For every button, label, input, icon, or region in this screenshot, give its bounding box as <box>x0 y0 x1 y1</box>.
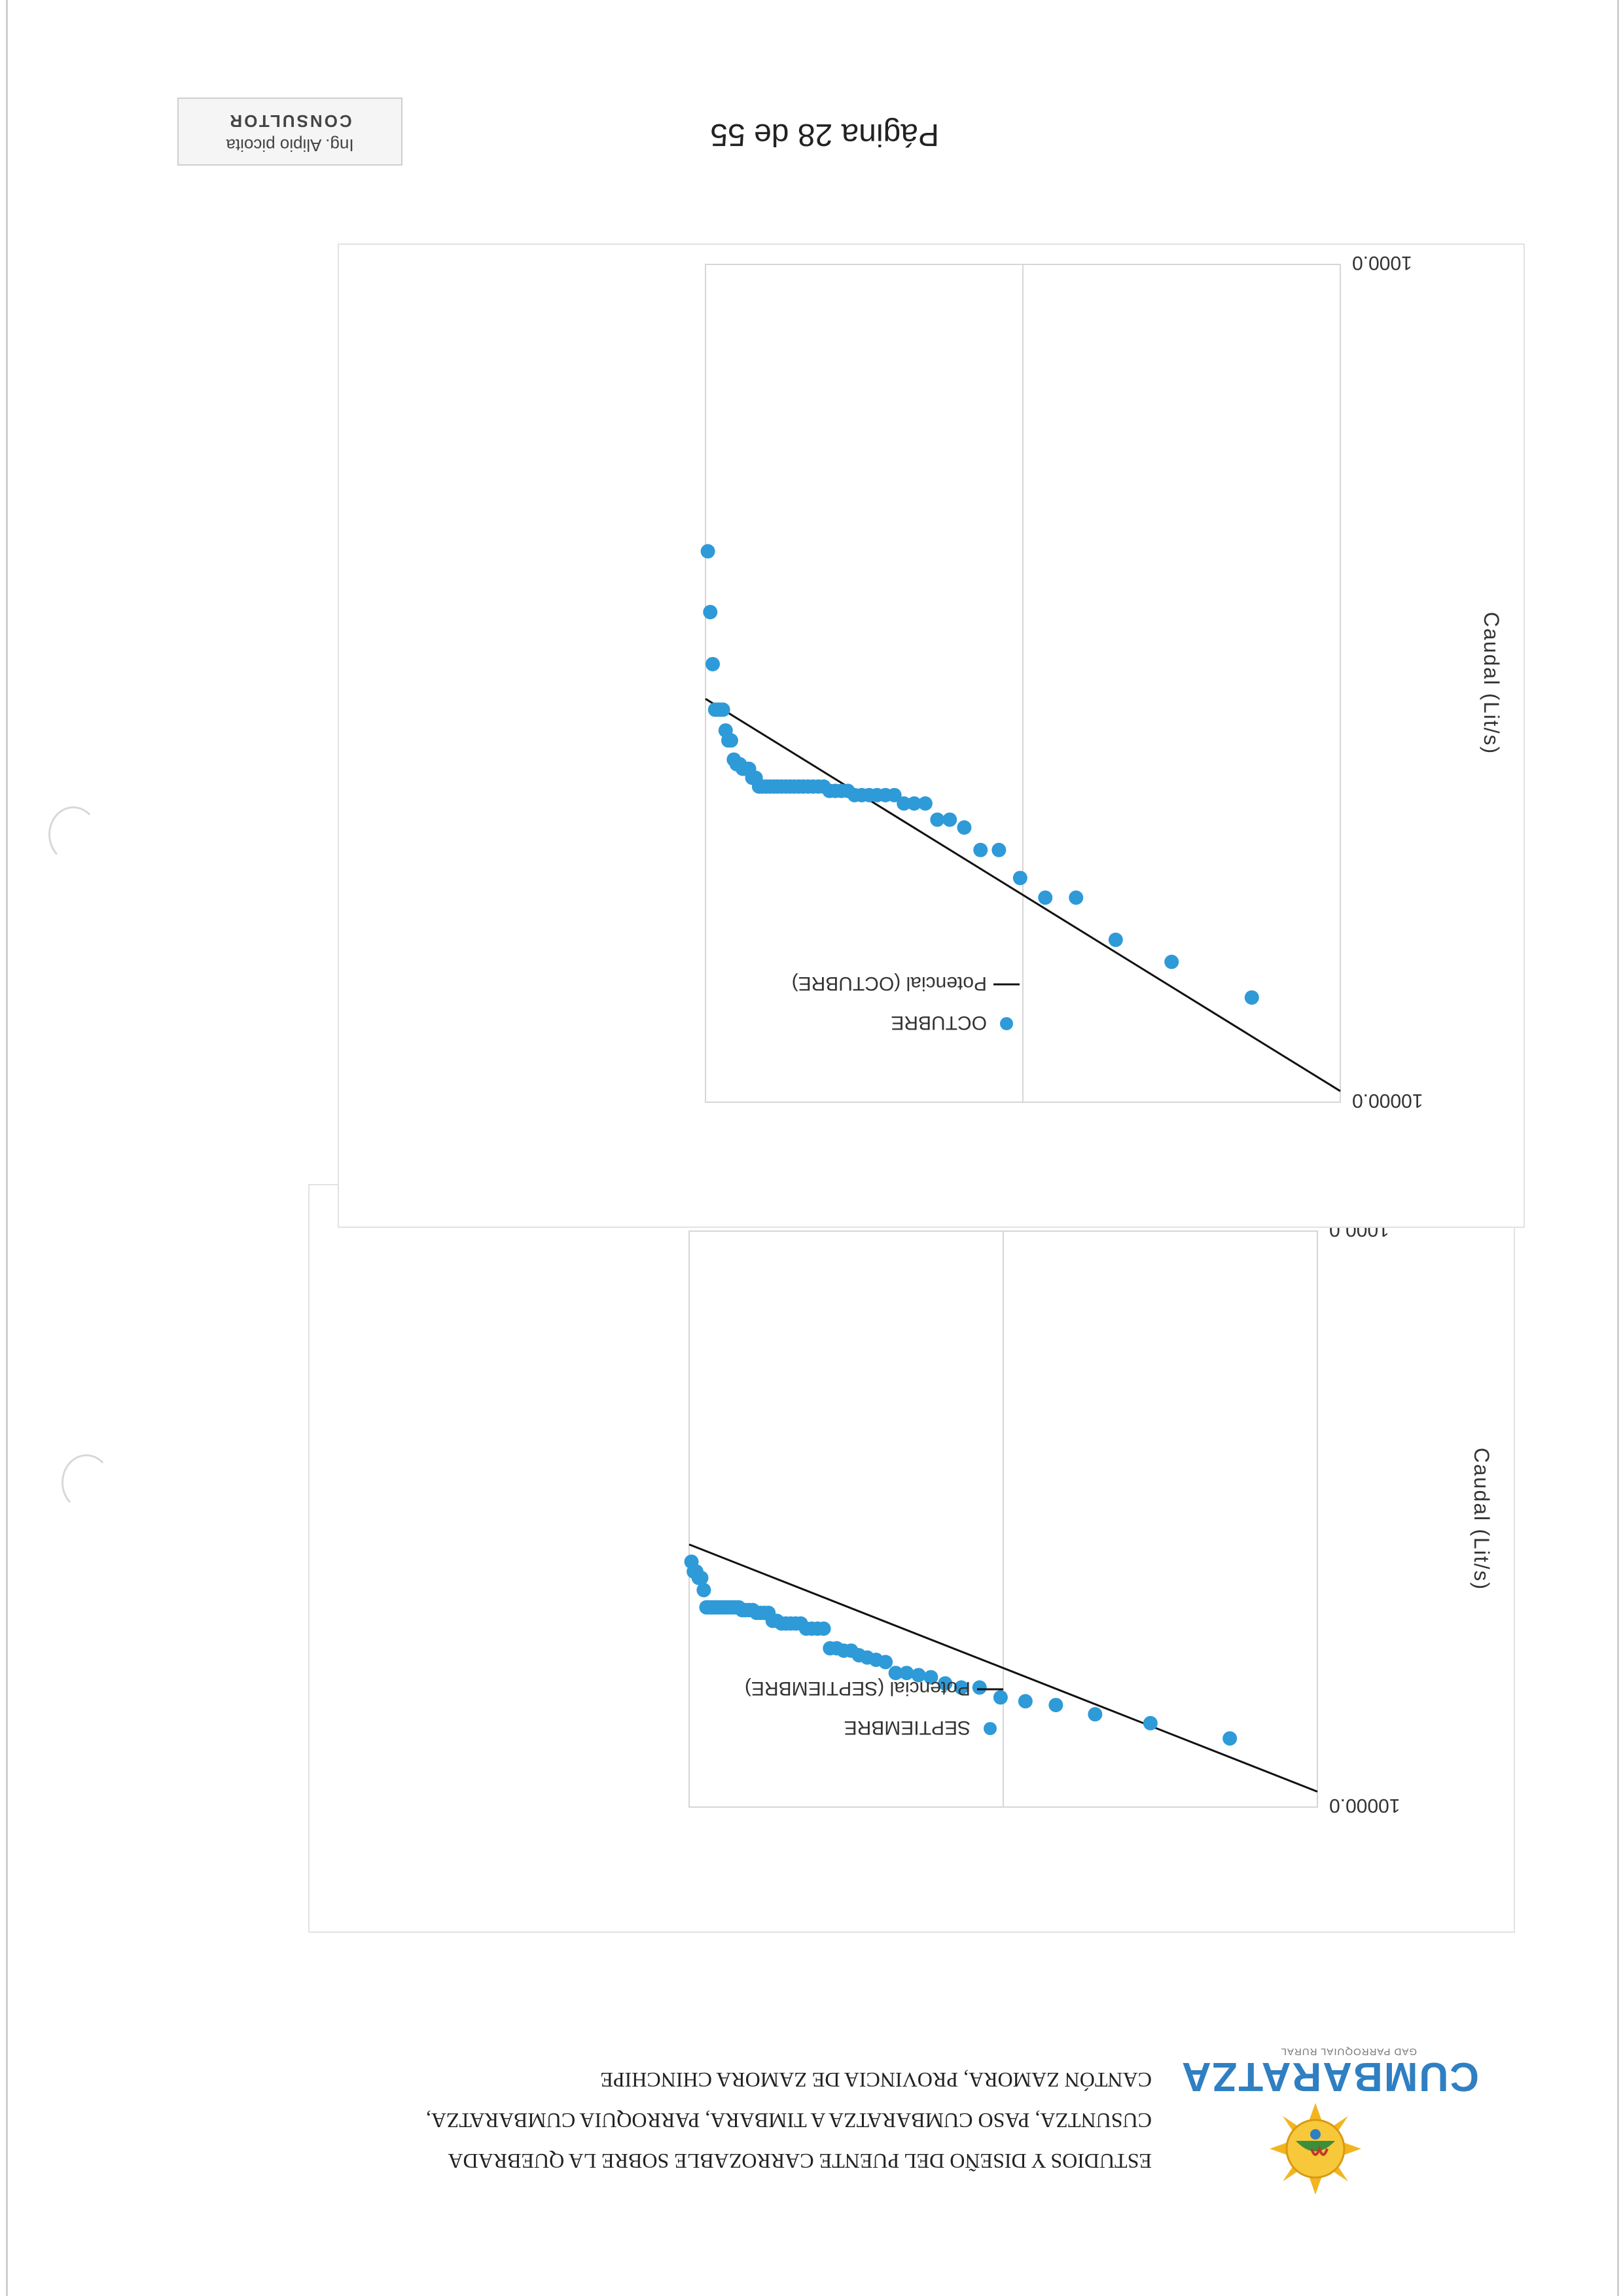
consultant-stamp: Ing. Alipio picoita CONSULTOR <box>177 98 402 166</box>
data-point <box>823 1641 838 1656</box>
punch-hole-mark <box>62 1454 111 1511</box>
data-point <box>699 1600 714 1615</box>
x-tick-label: 1.0 <box>1327 245 1354 247</box>
data-point <box>726 752 741 767</box>
project-title-line: CUSUNTZA, PASO CUMBARATZA A TIMBARA, PAR… <box>425 2109 1152 2132</box>
data-point <box>938 1676 953 1691</box>
data-point <box>972 1680 987 1695</box>
y-axis-title: Caudal (Lit/s) <box>1470 1448 1493 1590</box>
data-point <box>703 605 718 620</box>
project-title-line: CANTÓN ZAMORA, PROVINCIA DE ZAMORA CHINC… <box>600 2068 1152 2092</box>
data-point <box>1222 1731 1238 1746</box>
data-point <box>1244 990 1259 1005</box>
data-point <box>1164 954 1179 969</box>
x-tick-label: 10.0 <box>1004 245 1042 247</box>
project-title: ESTUDIOS Y DISEÑO DEL PUENTE CARROZABLE … <box>137 2060 1152 2181</box>
data-point <box>705 656 721 672</box>
data-point <box>906 796 921 811</box>
data-point <box>684 1554 699 1570</box>
data-point <box>957 820 972 835</box>
legend-marker <box>984 1722 997 1735</box>
y-tick-label: 10000.0 <box>1352 1090 1423 1111</box>
data-point <box>1143 1715 1158 1731</box>
scan-edge-line <box>1617 0 1619 2296</box>
data-point <box>911 1668 926 1683</box>
data-point <box>1018 1694 1033 1709</box>
data-point <box>1048 1698 1063 1713</box>
legend-marker <box>1000 1017 1013 1030</box>
data-point <box>1069 890 1084 905</box>
y-tick-label: 1000.0 <box>1352 252 1412 274</box>
data-point <box>1012 870 1027 886</box>
x-tick-label: 100.0 <box>681 245 730 247</box>
cumbaratza-logo: CUMBARATZA GAD PARROQUIAL RURAL <box>1180 2046 1479 2195</box>
data-point <box>973 842 988 857</box>
data-point <box>1088 1707 1103 1722</box>
scan-edge-line <box>6 0 8 2296</box>
data-point <box>899 1666 914 1681</box>
trendline <box>705 698 1341 1092</box>
data-point <box>707 702 722 717</box>
data-point <box>918 796 933 811</box>
data-point <box>991 842 1007 857</box>
project-title-line: ESTUDIOS Y DISEÑO DEL PUENTE CARROZABLE … <box>448 2149 1152 2173</box>
logo-subtitle: GAD PARROQUIAL RURAL <box>1280 2046 1417 2057</box>
data-point <box>1108 932 1123 947</box>
legend-label: SEPTIEMBRE <box>844 1717 971 1738</box>
data-point <box>930 812 945 827</box>
data-point <box>696 1583 711 1598</box>
data-point <box>942 812 957 827</box>
data-point <box>700 544 715 559</box>
legend-label: Potencial (OCTUBRE) <box>792 973 987 994</box>
legend-label: OCTUBRE <box>891 1012 987 1033</box>
data-point <box>1038 890 1053 905</box>
data-point <box>923 1670 938 1685</box>
data-point <box>954 1680 969 1695</box>
logo-wordmark: CUMBARATZA <box>1180 2054 1479 2099</box>
consultant-name: Ing. Alipio picoita <box>226 135 354 155</box>
punch-hole-mark <box>48 806 98 863</box>
consultant-role: CONSULTOR <box>228 111 352 131</box>
data-point <box>993 1690 1008 1705</box>
trendline <box>688 1543 1318 1793</box>
data-point <box>888 1666 903 1681</box>
y-axis-title: Caudal (Lit/s) <box>1480 612 1503 755</box>
document-header: CUMBARATZA GAD PARROQUIAL RURAL ESTUDIOS… <box>137 2046 1479 2201</box>
sun-emblem-icon <box>1270 2103 1361 2195</box>
data-point <box>718 723 733 738</box>
y-tick-label: 10000.0 <box>1329 1795 1400 1816</box>
page-number: Página 28 de 55 <box>710 117 939 152</box>
data-point <box>897 796 912 811</box>
legend-label: Potencial (SEPTIEMBRE) <box>745 1677 971 1699</box>
